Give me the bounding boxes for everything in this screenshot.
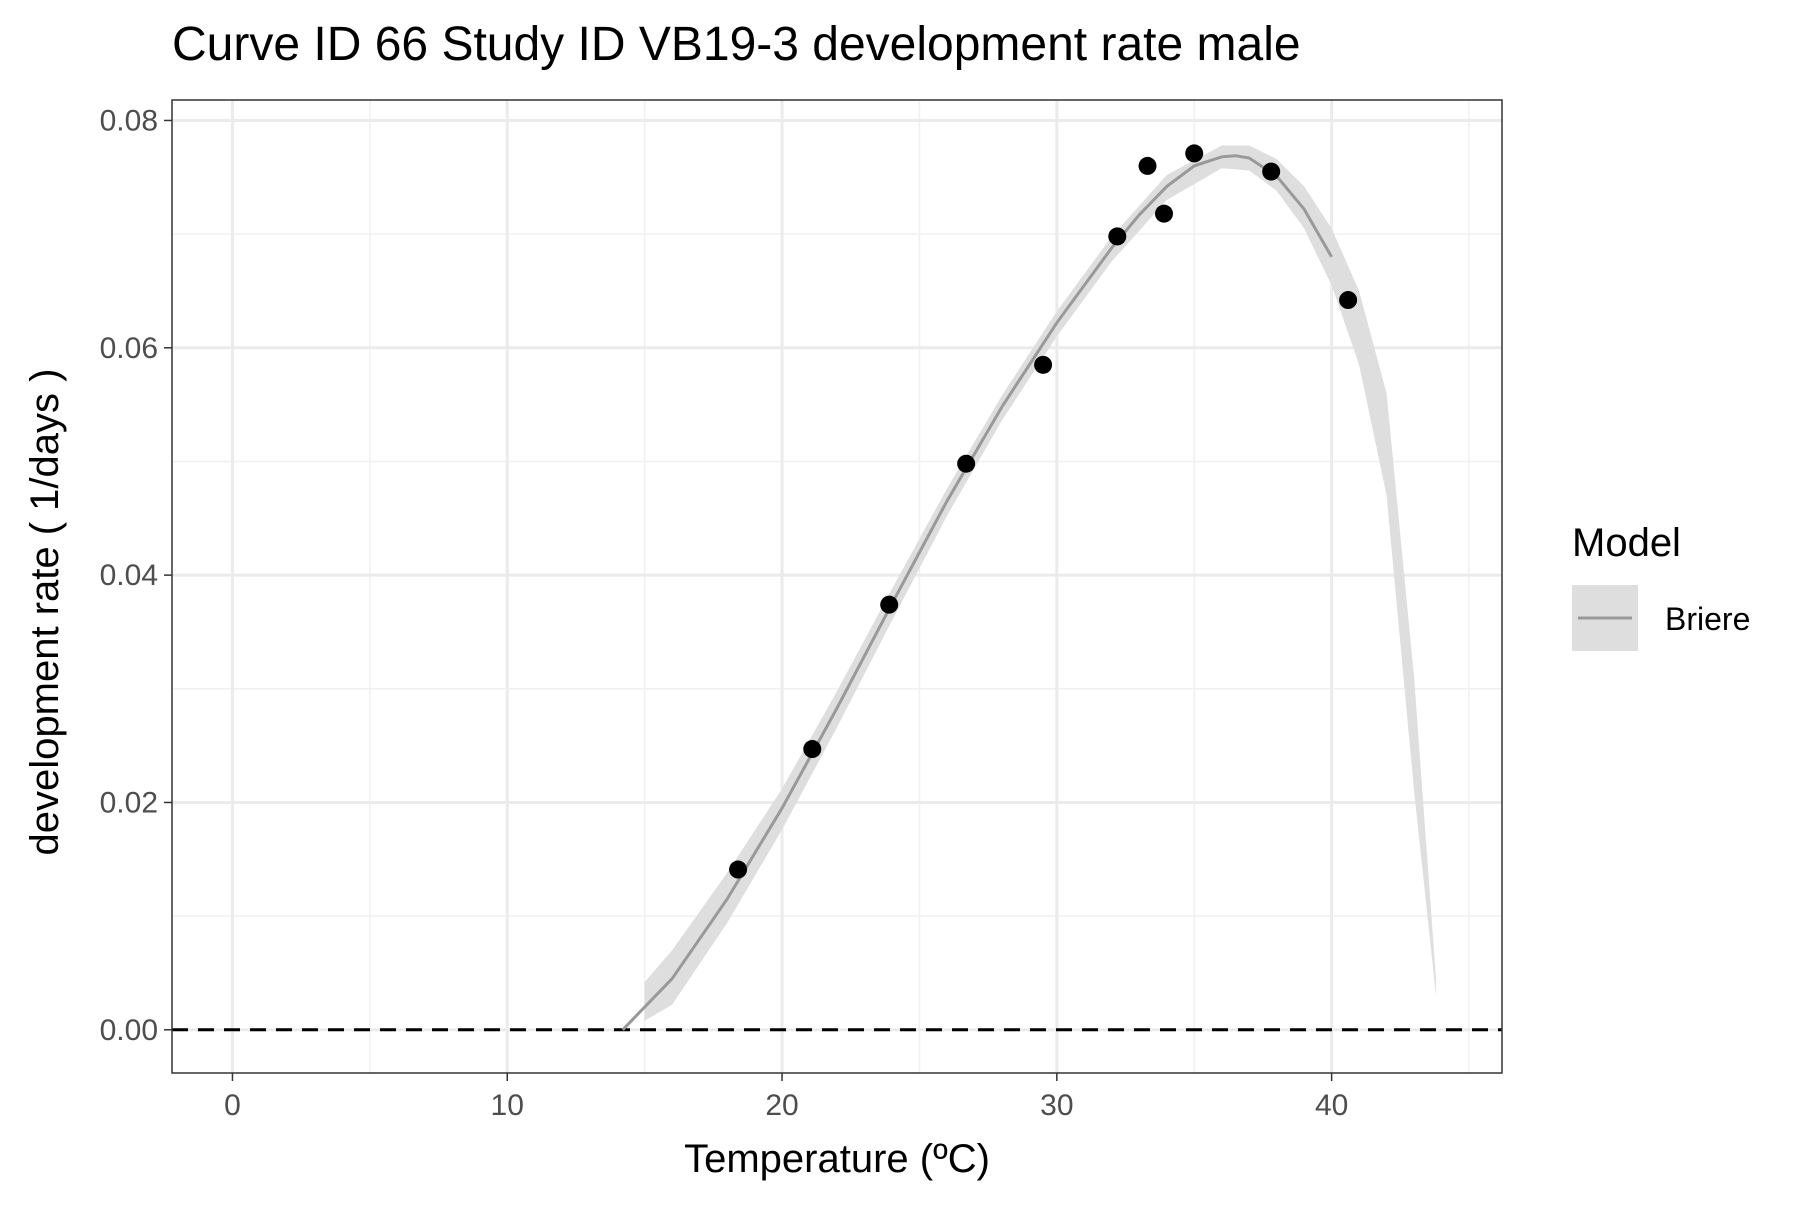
grid-minor [172, 100, 1502, 1073]
y-tick-label: 0.04 [100, 559, 158, 592]
data-point [1262, 162, 1281, 181]
data-points [729, 144, 1358, 879]
y-tick-label: 0.02 [100, 786, 158, 819]
data-point [1108, 227, 1127, 246]
y-axis-label: development rate ( 1/days ) [23, 369, 67, 856]
panel-border [171, 99, 1503, 1074]
data-point [1138, 156, 1157, 175]
y-tick-label: 0.06 [100, 332, 158, 365]
data-point [880, 595, 899, 614]
x-tick-label: 30 [1040, 1089, 1073, 1122]
x-tick-label: 0 [224, 1089, 241, 1122]
y-tick-label: 0.08 [100, 104, 158, 137]
x-tick-label: 10 [491, 1089, 524, 1122]
x-tick-label: 40 [1315, 1089, 1348, 1122]
y-tick-label: 0.00 [100, 1014, 158, 1047]
data-point [1155, 204, 1174, 223]
data-point [729, 860, 748, 879]
model-curve-layer [621, 154, 1333, 1031]
legend-entry-briere: Briere [1665, 601, 1750, 637]
data-point [957, 454, 976, 473]
data-point [1034, 355, 1053, 374]
y-axis-ticks: 0.00 0.02 0.04 0.06 0.08 [100, 104, 172, 1047]
series-line-briere [621, 154, 1333, 1031]
chart-title: Curve ID 66 Study ID VB19-3 development … [172, 18, 1301, 71]
x-axis-ticks: 0 10 20 30 40 [224, 1073, 1348, 1122]
legend: Model Briere [1572, 521, 1750, 651]
legend-title: Model [1572, 521, 1681, 565]
data-point [803, 740, 822, 759]
x-axis-label: Temperature (ºC) [684, 1137, 990, 1181]
data-point [1339, 291, 1358, 310]
data-point [1185, 144, 1204, 163]
x-tick-label: 20 [765, 1089, 798, 1122]
